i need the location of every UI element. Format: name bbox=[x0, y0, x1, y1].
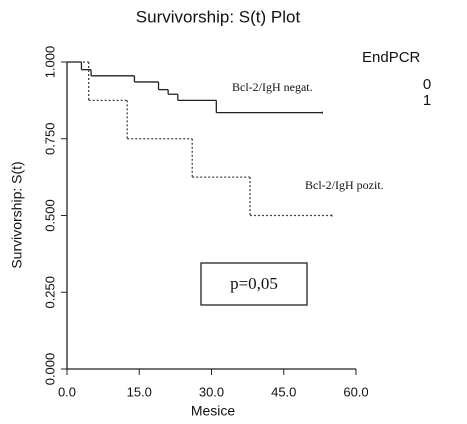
x-tick-label: 30.0 bbox=[199, 384, 224, 399]
legend-title: EndPCR bbox=[362, 49, 421, 66]
y-axis-label: Survivorship: S(t) bbox=[9, 161, 25, 268]
annotation: p=0,05 bbox=[230, 274, 278, 293]
x-tick-label: 0.0 bbox=[58, 384, 76, 399]
x-tick-label: 15.0 bbox=[127, 384, 152, 399]
y-tick-label: 1.000 bbox=[42, 46, 57, 79]
x-tick-label: 45.0 bbox=[271, 384, 296, 399]
legend-label: 0 bbox=[423, 76, 431, 93]
chart-title: Survivorship: S(t) Plot bbox=[136, 7, 301, 26]
y-tick-label: 0.250 bbox=[42, 276, 57, 309]
y-tick-label: 0.000 bbox=[42, 353, 57, 386]
legend-label: 1 bbox=[423, 92, 431, 109]
y-tick-label: 0.750 bbox=[42, 122, 57, 155]
annotation: Bcl-2/IgH pozit. bbox=[305, 178, 384, 192]
annotation-box bbox=[200, 262, 308, 306]
x-axis-label: Mesice bbox=[191, 403, 236, 419]
annotation: Bcl-2/IgH negat. bbox=[232, 80, 313, 94]
x-tick-label: 60.0 bbox=[343, 384, 368, 399]
y-tick-label: 0.500 bbox=[42, 199, 57, 232]
